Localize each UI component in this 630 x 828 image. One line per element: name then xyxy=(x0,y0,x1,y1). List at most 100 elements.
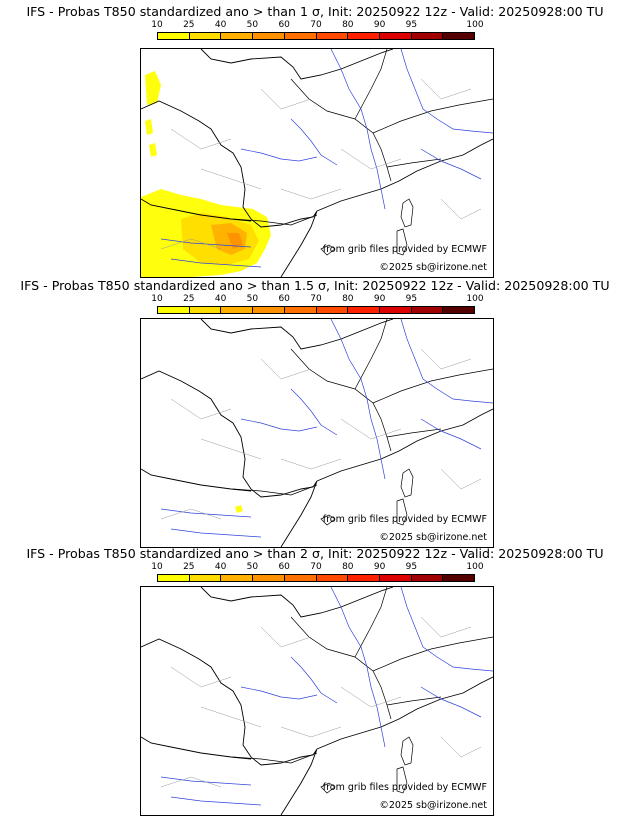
river xyxy=(330,319,368,400)
map-canvas xyxy=(141,49,493,277)
scale-segment xyxy=(284,33,317,39)
island xyxy=(400,198,414,228)
credit-source: from grib files provided by ECMWF xyxy=(322,782,487,793)
scale-segment xyxy=(379,33,412,39)
map-canvas xyxy=(141,587,493,815)
scale-segment xyxy=(189,575,222,581)
regional-boundary xyxy=(160,78,482,250)
credit-copyright: ©2025 sb@irizone.net xyxy=(379,262,487,273)
credit-source: from grib files provided by ECMWF xyxy=(322,244,487,255)
coastline xyxy=(141,49,493,277)
scale-tick-label: 80 xyxy=(342,562,354,572)
color-scale-labels: 10 25 40 50 60 70 80 90 95 100 xyxy=(151,20,483,32)
river xyxy=(366,666,386,748)
credit-copyright: ©2025 sb@irizone.net xyxy=(379,532,487,543)
scale-segment xyxy=(379,575,412,581)
scale-segment xyxy=(158,33,190,39)
scale-segment xyxy=(411,307,444,313)
probability-area xyxy=(149,143,157,157)
scale-segment xyxy=(316,33,349,39)
river xyxy=(290,118,338,166)
map-panel-3: IFS - Probas T850 standardized ano > tha… xyxy=(0,546,630,818)
scale-tick-label: 70 xyxy=(310,294,322,304)
scale-tick-label: 40 xyxy=(214,20,227,30)
scale-segment xyxy=(411,33,444,39)
scale-tick-label: 60 xyxy=(278,294,290,304)
probability-map: from grib files provided by ECMWF ©2025 … xyxy=(140,586,494,816)
scale-segment xyxy=(411,575,444,581)
country-border xyxy=(232,587,493,764)
scale-tick-label: 100 xyxy=(466,294,484,304)
scale-tick-label: 90 xyxy=(373,294,386,304)
scale-tick-label: 70 xyxy=(310,20,322,30)
island xyxy=(320,244,336,256)
country-border xyxy=(232,49,493,226)
map-panel-2: IFS - Probas T850 standardized ano > tha… xyxy=(0,278,630,550)
scale-tick-label: 10 xyxy=(151,562,163,572)
river xyxy=(240,148,318,162)
river xyxy=(420,148,482,180)
river xyxy=(170,528,262,538)
credit-source: from grib files provided by ECMWF xyxy=(322,514,487,525)
scale-tick-label: 100 xyxy=(466,562,484,572)
scale-tick-label: 10 xyxy=(151,294,163,304)
scale-segment xyxy=(443,307,475,313)
scale-tick-label: 50 xyxy=(246,20,259,30)
color-scale-labels: 10 25 40 50 60 70 80 90 95 100 xyxy=(151,562,483,574)
scale-segment xyxy=(253,33,285,39)
color-scale-bar xyxy=(157,32,475,40)
scale-tick-label: 40 xyxy=(214,562,227,572)
probability-map: from grib files provided by ECMWF ©2025 … xyxy=(140,48,494,278)
scale-segment xyxy=(348,575,380,581)
scale-tick-label: 95 xyxy=(405,20,418,30)
river xyxy=(290,388,338,436)
panel-title: IFS - Probas T850 standardized ano > tha… xyxy=(20,278,610,293)
scale-tick-label: 25 xyxy=(183,294,195,304)
river xyxy=(420,686,482,718)
regional-boundary xyxy=(160,348,482,520)
country-border xyxy=(232,319,493,496)
scale-segment xyxy=(221,307,254,313)
probability-area xyxy=(227,233,243,249)
island xyxy=(396,228,408,256)
scale-segment xyxy=(221,575,254,581)
scale-segment xyxy=(443,33,475,39)
scale-tick-label: 95 xyxy=(405,562,418,572)
scale-tick-label: 60 xyxy=(278,562,290,572)
river xyxy=(400,587,493,672)
scale-tick-label: 100 xyxy=(466,20,484,30)
probability-area xyxy=(145,119,153,135)
map-panel-1: IFS - Probas T850 standardized ano > tha… xyxy=(0,4,630,278)
river xyxy=(400,49,493,134)
river xyxy=(330,49,368,130)
scale-segment xyxy=(348,307,380,313)
scale-segment xyxy=(316,575,349,581)
scale-segment xyxy=(158,307,190,313)
scale-tick-label: 10 xyxy=(151,20,163,30)
scale-segment xyxy=(284,575,317,581)
color-scale-bar xyxy=(157,306,475,314)
credit-copyright: ©2025 sb@irizone.net xyxy=(379,800,487,811)
scale-tick-label: 40 xyxy=(214,294,227,304)
scale-tick-label: 50 xyxy=(246,562,259,572)
scale-tick-label: 25 xyxy=(183,20,195,30)
river xyxy=(240,418,318,432)
river xyxy=(366,128,386,210)
scale-tick-label: 80 xyxy=(342,294,354,304)
scale-segment xyxy=(348,33,380,39)
map-canvas xyxy=(141,319,493,547)
river xyxy=(290,656,338,704)
panel-title: IFS - Probas T850 standardized ano > tha… xyxy=(26,4,604,19)
scale-tick-label: 95 xyxy=(405,294,418,304)
island xyxy=(396,766,408,794)
island xyxy=(400,468,414,498)
scale-segment xyxy=(189,307,222,313)
scale-tick-label: 80 xyxy=(342,20,354,30)
river xyxy=(400,319,493,404)
river xyxy=(366,398,386,480)
island xyxy=(396,498,408,526)
island xyxy=(320,514,336,526)
river xyxy=(160,776,252,786)
scale-segment xyxy=(158,575,190,581)
island xyxy=(400,736,414,766)
